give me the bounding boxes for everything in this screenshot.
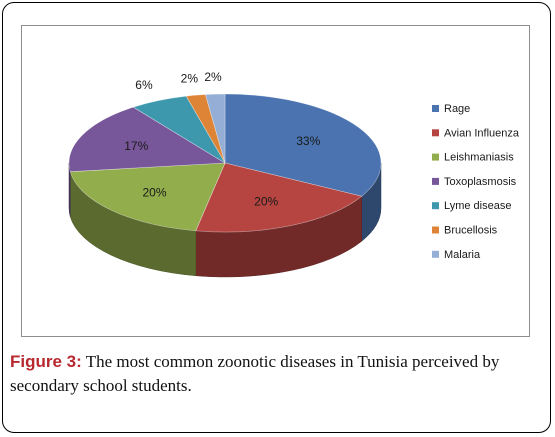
legend-swatch-brucellosis: [432, 226, 439, 234]
pie-slice-rage: [224, 93, 382, 197]
pie-slice-avian-influenza: [195, 162, 363, 233]
pie-chart: 33% 20% 20% 17% 6% 2% 2% Rage Avian Influenza Le…: [21, 25, 530, 337]
data-label-avian-influenza: 20%: [254, 195, 278, 209]
pie-slice-leishmaniasis: [69, 162, 226, 232]
legend: Rage Avian Influenza Leishmaniasis Toxoplas…: [432, 103, 520, 261]
data-label-toxoplasmosis: 17%: [124, 139, 148, 153]
pie-data-labels: 33% 20% 20% 17% 6% 2% 2%: [124, 70, 320, 209]
pie-sides: [68, 162, 382, 278]
pie-slice-toxoplasmosis: [68, 106, 226, 172]
figure-frame: 33% 20% 20% 17% 6% 2% 2% Rage Avian Influenza Le…: [2, 2, 551, 433]
legend-label-rage: Rage: [444, 103, 470, 115]
data-label-malaria: 2%: [204, 70, 222, 84]
legend-swatch-avian-influenza: [432, 129, 439, 137]
legend-swatch-toxoplasmosis: [432, 177, 439, 185]
legend-swatch-leishmaniasis: [432, 153, 439, 161]
data-label-leishmaniasis: 20%: [142, 185, 166, 199]
legend-label-malaria: Malaria: [444, 249, 481, 261]
legend-label-leishmaniasis: Leishmaniasis: [444, 152, 514, 164]
pie-chart-canvas: 33% 20% 20% 17% 6% 2% 2% Rage Avian Influenza Le…: [68, 70, 520, 278]
legend-swatch-lyme-disease: [432, 202, 439, 210]
legend-label-brucellosis: Brucellosis: [444, 225, 498, 237]
data-label-lyme-disease: 6%: [135, 78, 153, 92]
legend-swatch-rage: [432, 105, 439, 112]
figure-caption: Figure 3: The most common zoonotic disea…: [10, 350, 545, 398]
pie-slices: [68, 93, 382, 233]
data-label-brucellosis: 2%: [181, 71, 199, 85]
legend-label-avian-influenza: Avian Influenza: [444, 127, 520, 139]
pie-slice-malaria: [205, 93, 226, 164]
figure-label: Figure 3:: [10, 352, 82, 371]
legend-swatch-malaria: [432, 250, 439, 258]
data-label-rage: 33%: [296, 134, 320, 148]
legend-label-lyme-disease: Lyme disease: [444, 200, 511, 212]
figure-caption-text: The most common zoonotic diseases in Tun…: [10, 352, 500, 395]
legend-label-toxoplasmosis: Toxoplasmosis: [444, 176, 517, 188]
